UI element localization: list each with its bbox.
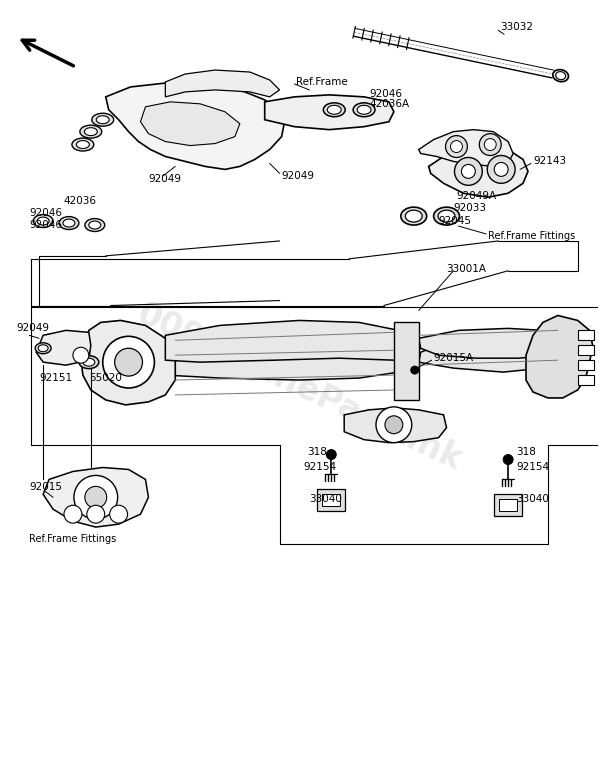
Text: 009EnginePartLink: 009EnginePartLink: [131, 297, 467, 477]
Polygon shape: [419, 329, 563, 358]
Ellipse shape: [401, 207, 427, 225]
Polygon shape: [265, 95, 394, 129]
Circle shape: [326, 449, 336, 460]
Circle shape: [487, 156, 515, 184]
Polygon shape: [344, 408, 446, 443]
Circle shape: [110, 505, 128, 523]
Ellipse shape: [83, 358, 95, 366]
Circle shape: [385, 416, 403, 434]
Ellipse shape: [357, 105, 371, 114]
Text: 42036A: 42036A: [369, 99, 409, 109]
Ellipse shape: [79, 356, 99, 369]
Ellipse shape: [553, 70, 569, 81]
Circle shape: [87, 505, 105, 523]
Polygon shape: [428, 146, 528, 197]
Polygon shape: [166, 344, 421, 380]
Text: 33040: 33040: [516, 494, 549, 505]
Polygon shape: [166, 70, 280, 97]
Text: 92033: 92033: [454, 203, 487, 213]
Text: 92143: 92143: [533, 157, 566, 167]
Text: 92015: 92015: [29, 482, 62, 492]
Circle shape: [376, 407, 412, 443]
Circle shape: [479, 133, 501, 156]
Circle shape: [73, 347, 89, 363]
Circle shape: [446, 136, 467, 157]
Circle shape: [85, 487, 107, 508]
Polygon shape: [106, 82, 284, 170]
Text: 318: 318: [516, 446, 536, 456]
Circle shape: [454, 157, 482, 185]
Text: Ref.Frame Fittings: Ref.Frame Fittings: [488, 231, 575, 241]
Ellipse shape: [35, 343, 51, 353]
Text: 92049: 92049: [16, 323, 49, 333]
Text: 92151: 92151: [39, 373, 72, 383]
Text: 92046: 92046: [29, 208, 62, 218]
Ellipse shape: [80, 126, 102, 138]
Ellipse shape: [353, 103, 375, 117]
Polygon shape: [36, 330, 91, 365]
Text: 318: 318: [307, 446, 327, 456]
Ellipse shape: [38, 345, 48, 352]
Polygon shape: [81, 320, 175, 405]
Ellipse shape: [37, 217, 49, 225]
Ellipse shape: [323, 103, 345, 117]
Text: Ref.Frame Fittings: Ref.Frame Fittings: [29, 534, 116, 544]
Ellipse shape: [405, 210, 422, 222]
Bar: [578, 346, 593, 355]
Circle shape: [115, 348, 142, 376]
Polygon shape: [140, 102, 240, 146]
Bar: [494, 494, 522, 516]
Ellipse shape: [89, 221, 101, 229]
Text: 92045: 92045: [439, 216, 472, 226]
Ellipse shape: [85, 128, 97, 136]
Bar: [322, 494, 340, 506]
Text: 42036: 42036: [63, 196, 96, 206]
Text: 33001A: 33001A: [446, 264, 487, 274]
Ellipse shape: [434, 207, 460, 225]
Ellipse shape: [92, 113, 113, 126]
Ellipse shape: [438, 210, 455, 222]
Bar: [578, 375, 593, 385]
Text: Ref.Frame: Ref.Frame: [296, 77, 347, 87]
Polygon shape: [526, 315, 593, 398]
Bar: [317, 489, 345, 512]
Circle shape: [64, 505, 82, 523]
Polygon shape: [394, 322, 419, 400]
Polygon shape: [166, 320, 421, 362]
Ellipse shape: [59, 216, 79, 229]
Circle shape: [494, 163, 508, 177]
Ellipse shape: [63, 219, 75, 227]
Circle shape: [411, 366, 419, 374]
Ellipse shape: [327, 105, 341, 114]
Text: 92154: 92154: [304, 463, 337, 473]
Text: 92049A: 92049A: [457, 191, 497, 202]
Text: 33040: 33040: [310, 494, 342, 505]
Ellipse shape: [76, 140, 89, 149]
Polygon shape: [43, 467, 148, 527]
Text: 92049: 92049: [281, 171, 314, 181]
Polygon shape: [419, 343, 563, 372]
Bar: [578, 330, 593, 340]
Text: 92154: 92154: [516, 463, 549, 473]
Bar: [499, 499, 517, 512]
Ellipse shape: [96, 115, 109, 124]
Bar: [578, 360, 593, 370]
Circle shape: [484, 139, 496, 150]
Circle shape: [74, 475, 118, 519]
Ellipse shape: [556, 71, 566, 80]
Ellipse shape: [85, 219, 105, 232]
Circle shape: [461, 164, 475, 178]
Text: 33032: 33032: [500, 22, 533, 33]
Polygon shape: [419, 129, 513, 167]
Text: 92015A: 92015A: [434, 353, 474, 363]
Text: 92049: 92049: [148, 174, 181, 184]
Circle shape: [503, 455, 513, 464]
Ellipse shape: [33, 215, 53, 228]
Text: 55020: 55020: [89, 373, 122, 383]
Text: 92046: 92046: [369, 89, 402, 99]
Circle shape: [451, 140, 463, 153]
Ellipse shape: [72, 138, 94, 151]
Circle shape: [103, 336, 154, 388]
Text: 92046: 92046: [29, 220, 62, 230]
